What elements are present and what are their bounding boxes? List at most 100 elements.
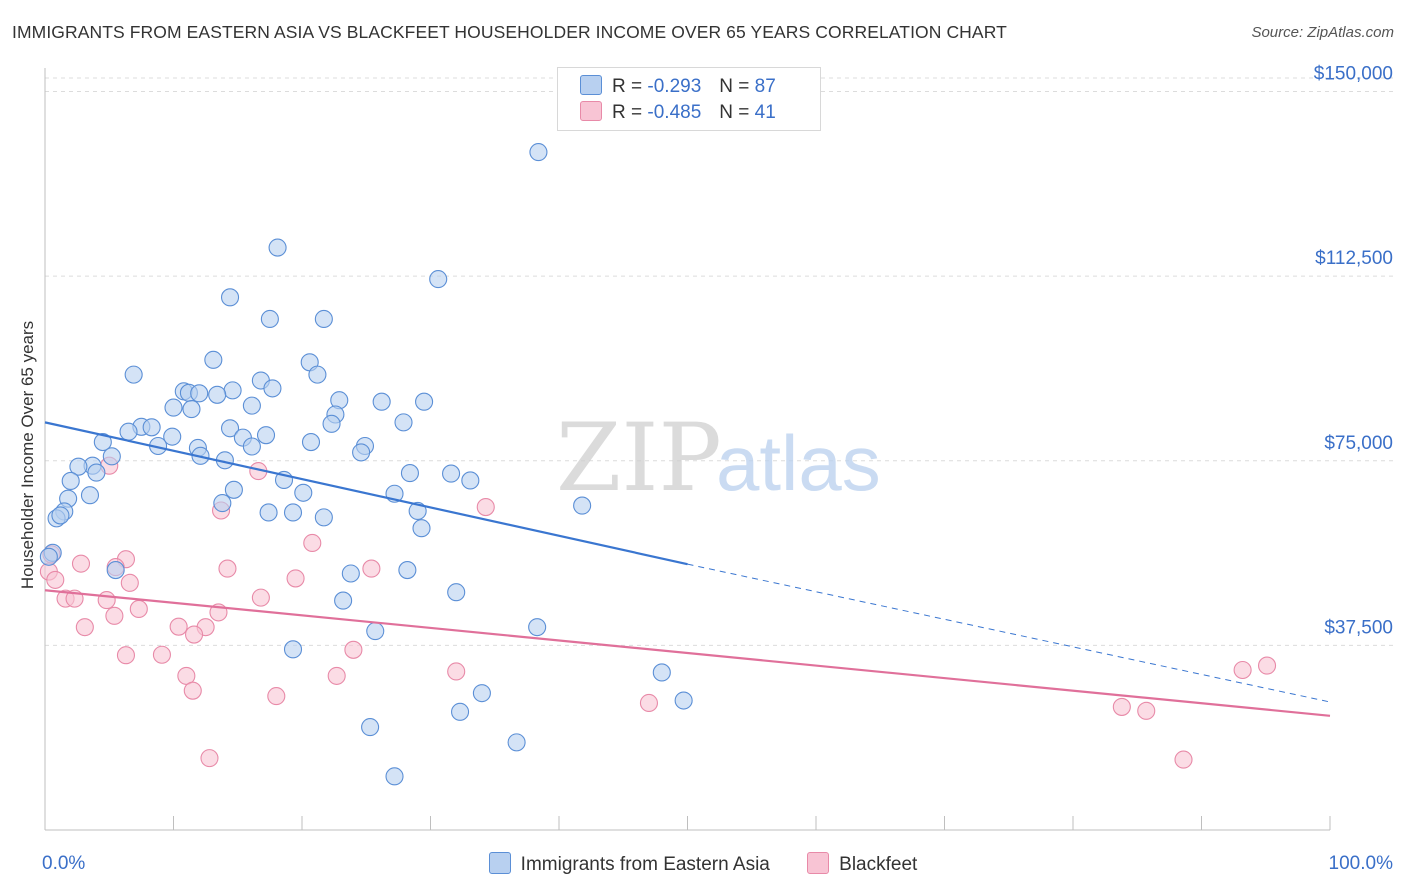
- x-tick-label-max: 100.0%: [1329, 853, 1394, 874]
- blackfeet-point: [75, 618, 94, 637]
- eastern-asia-point: [256, 426, 276, 445]
- eastern-asia-point: [283, 503, 303, 522]
- series-legend: Immigrants from Eastern Asia Blackfeet: [0, 852, 1406, 876]
- eastern-asia-point: [429, 270, 448, 289]
- blackfeet-point: [327, 666, 346, 685]
- eastern-asia-point: [334, 591, 353, 610]
- stats-legend: R = -0.293 N = 87 R = -0.485 N = 41: [557, 67, 821, 131]
- blackfeet-point: [152, 645, 171, 664]
- blackfeet-point: [105, 606, 124, 625]
- eastern-asia-point: [164, 398, 183, 417]
- gridlines: [45, 77, 1395, 646]
- blackfeet-point: [267, 687, 286, 706]
- blue-swatch: [580, 75, 602, 95]
- pink-swatch: [580, 101, 602, 121]
- eastern-asia-point: [204, 350, 223, 369]
- eastern-asia-point: [224, 480, 243, 499]
- eastern-asia-point: [674, 691, 693, 710]
- r-value-blackfeet: -0.485: [647, 102, 702, 123]
- blackfeet-point: [97, 591, 116, 610]
- blackfeet-point: [286, 569, 305, 588]
- eastern-asia-point: [308, 365, 327, 384]
- eastern-asia-point: [142, 418, 161, 437]
- blackfeet-point: [185, 625, 204, 644]
- eastern-asia-point: [361, 718, 380, 737]
- blackfeet-point: [218, 559, 237, 578]
- tick-labels: $37,500 $75,000 $112,500 $150,000 0.0% 100.0%: [42, 64, 1393, 874]
- eastern-asia-point: [106, 561, 125, 580]
- blackfeet-point: [639, 693, 659, 713]
- blackfeet-point: [129, 599, 148, 619]
- blackfeet-point: [1112, 697, 1131, 716]
- eastern-asia-point: [385, 767, 404, 786]
- eastern-asia-point: [394, 413, 413, 432]
- eastern-asia-point: [80, 486, 100, 505]
- blackfeet-point: [303, 533, 322, 553]
- blackfeet-point: [447, 662, 466, 681]
- legend-item-blackfeet: Blackfeet: [807, 852, 917, 876]
- eastern-asia-point: [208, 385, 227, 404]
- y-tick-label: $37,500: [1324, 617, 1393, 638]
- n-label: N =: [719, 102, 750, 123]
- eastern-asia-point: [182, 400, 201, 419]
- legend-item-eastern-asia: Immigrants from Eastern Asia: [488, 852, 770, 876]
- r-value-eastern-asia: -0.293: [647, 76, 702, 97]
- eastern-asia-point: [507, 733, 526, 752]
- watermark-zip: ZIP: [556, 404, 722, 513]
- eastern-asia-point: [398, 561, 417, 580]
- eastern-asia-point: [461, 471, 480, 490]
- eastern-asia-point: [124, 365, 143, 384]
- blackfeet-point: [116, 646, 136, 665]
- n-value-eastern-asia: 87: [754, 76, 776, 97]
- eastern-asia-point: [447, 583, 466, 602]
- eastern-asia-point: [51, 506, 70, 525]
- pink-swatch: [807, 852, 830, 874]
- eastern-asia-point: [119, 422, 138, 441]
- blackfeet-point: [362, 559, 381, 578]
- eastern-asia-point: [268, 238, 287, 257]
- y-tick-label: $75,000: [1324, 433, 1393, 454]
- eastern-asia-point: [529, 143, 548, 162]
- r-label: R =: [612, 102, 643, 123]
- blackfeet-point: [46, 570, 65, 589]
- eastern-asia-point: [93, 433, 112, 452]
- eastern-asia-point: [163, 427, 182, 446]
- eastern-asia-point: [102, 447, 121, 466]
- eastern-asia-point: [39, 547, 58, 566]
- eastern-asia-point: [61, 471, 80, 491]
- chart-title: IMMIGRANTS FROM EASTERN ASIA VS BLACKFEE…: [12, 22, 1007, 42]
- blackfeet-point: [71, 554, 91, 573]
- axes: [44, 68, 1331, 831]
- eastern-asia-point: [69, 457, 88, 476]
- blackfeet-point: [251, 588, 270, 607]
- eastern-asia-point: [213, 494, 232, 513]
- eastern-asia-point: [408, 501, 427, 521]
- eastern-asia-point: [528, 618, 547, 637]
- eastern-asia-point: [301, 433, 321, 452]
- blackfeet-point: [1174, 750, 1193, 769]
- eastern-asia-point: [341, 564, 360, 583]
- eastern-asia-points: [39, 143, 693, 786]
- y-tick-label: $150,000: [1314, 64, 1393, 85]
- eastern-asia-point: [415, 392, 434, 411]
- eastern-asia-point: [372, 392, 391, 411]
- blue-swatch: [488, 852, 511, 874]
- blackfeet-point: [120, 573, 139, 592]
- trend-lines: [44, 421, 1331, 717]
- eastern-asia-point: [366, 622, 385, 641]
- eastern-asia-point: [294, 483, 313, 502]
- legend-label-eastern-asia: Immigrants from Eastern Asia: [520, 854, 770, 875]
- stats-row-eastern-asia: R = -0.293 N = 87: [580, 74, 776, 100]
- eastern-asia-point: [652, 663, 671, 682]
- eastern-asia-point: [242, 396, 261, 415]
- blackfeet-point: [183, 681, 202, 700]
- eastern-asia-point: [314, 309, 333, 329]
- blackfeet-trend-line: [44, 589, 1331, 717]
- eastern-asia-trend-extension: [687, 563, 1331, 703]
- source-label: Source: ZipAtlas.com: [1251, 24, 1394, 41]
- eastern-asia-point: [412, 519, 431, 538]
- eastern-asia-point: [573, 496, 592, 515]
- eastern-asia-point: [260, 309, 279, 329]
- n-value-blackfeet: 41: [754, 102, 776, 123]
- blackfeet-point: [169, 617, 188, 636]
